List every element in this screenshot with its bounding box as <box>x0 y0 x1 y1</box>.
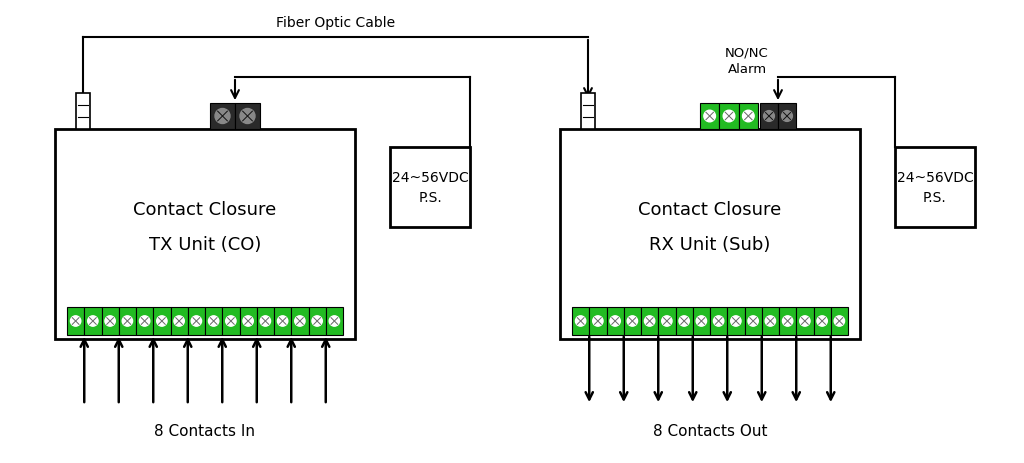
Circle shape <box>329 316 340 326</box>
Bar <box>55 130 355 339</box>
Bar <box>778 104 796 130</box>
Circle shape <box>703 111 716 123</box>
Bar <box>222 307 240 335</box>
Bar <box>187 307 205 335</box>
Bar <box>171 307 187 335</box>
Bar <box>624 307 641 335</box>
Text: 8 Contacts Out: 8 Contacts Out <box>652 423 767 438</box>
Circle shape <box>260 316 270 326</box>
Text: 8 Contacts In: 8 Contacts In <box>155 423 256 438</box>
Bar <box>797 307 813 335</box>
Circle shape <box>278 316 288 326</box>
Circle shape <box>817 316 827 326</box>
Circle shape <box>764 112 774 122</box>
Bar <box>572 307 589 335</box>
Circle shape <box>723 111 735 123</box>
Text: TX Unit (CO): TX Unit (CO) <box>148 236 261 254</box>
Circle shape <box>782 316 793 326</box>
Bar <box>895 148 975 227</box>
Text: Contact Closure: Contact Closure <box>638 200 781 219</box>
Bar <box>738 104 758 130</box>
Bar <box>76 94 90 130</box>
Bar <box>813 307 830 335</box>
Circle shape <box>191 316 202 326</box>
Bar <box>257 307 274 335</box>
Circle shape <box>765 316 775 326</box>
Circle shape <box>835 316 845 326</box>
Bar <box>676 307 693 335</box>
Bar <box>210 104 234 130</box>
Bar <box>205 307 222 335</box>
Bar <box>589 307 606 335</box>
Text: NO/NC
Alarm: NO/NC Alarm <box>725 47 769 76</box>
Bar <box>693 307 710 335</box>
Bar <box>760 104 778 130</box>
Circle shape <box>714 316 724 326</box>
Text: 24~56VDC
P.S.: 24~56VDC P.S. <box>391 171 468 204</box>
Bar <box>274 307 291 335</box>
Circle shape <box>731 316 741 326</box>
Bar <box>240 307 257 335</box>
Bar <box>119 307 136 335</box>
Circle shape <box>209 316 219 326</box>
Bar <box>84 307 101 335</box>
Circle shape <box>88 316 98 326</box>
Bar <box>291 307 308 335</box>
Bar <box>390 148 470 227</box>
Bar <box>67 307 84 335</box>
Circle shape <box>240 109 255 124</box>
Circle shape <box>748 316 759 326</box>
Bar <box>136 307 154 335</box>
Circle shape <box>157 316 167 326</box>
Circle shape <box>781 112 793 122</box>
Circle shape <box>644 316 654 326</box>
Circle shape <box>662 316 672 326</box>
Bar <box>308 307 326 335</box>
Circle shape <box>610 316 621 326</box>
Bar <box>234 104 260 130</box>
Bar <box>700 104 719 130</box>
Circle shape <box>243 316 253 326</box>
Bar <box>606 307 624 335</box>
Bar <box>727 307 744 335</box>
Circle shape <box>295 316 305 326</box>
Circle shape <box>139 316 150 326</box>
Bar <box>101 307 119 335</box>
Circle shape <box>71 316 81 326</box>
Bar <box>779 307 797 335</box>
Bar <box>641 307 658 335</box>
Bar <box>710 307 727 335</box>
Bar <box>830 307 848 335</box>
Circle shape <box>696 316 707 326</box>
Circle shape <box>593 316 603 326</box>
Circle shape <box>312 316 323 326</box>
Bar <box>762 307 779 335</box>
Circle shape <box>742 111 754 123</box>
Text: Contact Closure: Contact Closure <box>133 200 276 219</box>
Circle shape <box>174 316 184 326</box>
Bar <box>560 130 860 339</box>
Text: Fiber Optic Cable: Fiber Optic Cable <box>275 16 395 30</box>
Text: RX Unit (Sub): RX Unit (Sub) <box>649 236 771 254</box>
Circle shape <box>575 316 586 326</box>
Bar <box>744 307 762 335</box>
Circle shape <box>122 316 132 326</box>
Bar <box>719 104 738 130</box>
Circle shape <box>627 316 638 326</box>
Bar <box>154 307 171 335</box>
Circle shape <box>215 109 230 124</box>
Text: 24~56VDC
P.S.: 24~56VDC P.S. <box>897 171 974 204</box>
Circle shape <box>225 316 237 326</box>
Bar <box>581 94 595 130</box>
Bar <box>658 307 676 335</box>
Circle shape <box>104 316 116 326</box>
Circle shape <box>800 316 810 326</box>
Circle shape <box>679 316 689 326</box>
Bar <box>326 307 343 335</box>
